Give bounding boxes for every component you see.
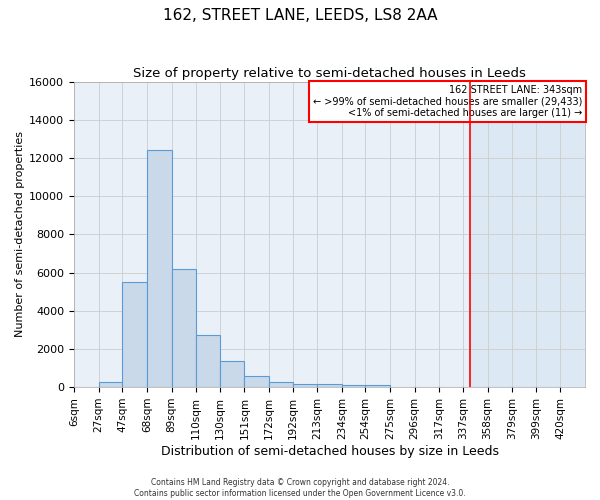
Bar bbox=[269, 382, 293, 387]
Bar bbox=[317, 384, 342, 387]
Bar bbox=[342, 385, 365, 387]
Bar bbox=[172, 268, 196, 387]
Bar bbox=[365, 385, 390, 387]
Bar bbox=[220, 362, 244, 387]
Bar bbox=[98, 382, 122, 387]
Bar bbox=[147, 150, 172, 387]
Title: Size of property relative to semi-detached houses in Leeds: Size of property relative to semi-detach… bbox=[133, 68, 526, 80]
Y-axis label: Number of semi-detached properties: Number of semi-detached properties bbox=[15, 132, 25, 338]
Text: 162 STREET LANE: 343sqm
← >99% of semi-detached houses are smaller (29,433)
<1% : 162 STREET LANE: 343sqm ← >99% of semi-d… bbox=[313, 84, 583, 118]
Bar bbox=[293, 384, 317, 387]
Text: Contains HM Land Registry data © Crown copyright and database right 2024.
Contai: Contains HM Land Registry data © Crown c… bbox=[134, 478, 466, 498]
Bar bbox=[196, 334, 220, 387]
Bar bbox=[122, 282, 147, 387]
X-axis label: Distribution of semi-detached houses by size in Leeds: Distribution of semi-detached houses by … bbox=[161, 444, 499, 458]
Bar bbox=[470, 82, 585, 387]
Text: 162, STREET LANE, LEEDS, LS8 2AA: 162, STREET LANE, LEEDS, LS8 2AA bbox=[163, 8, 437, 22]
Bar bbox=[244, 376, 269, 387]
